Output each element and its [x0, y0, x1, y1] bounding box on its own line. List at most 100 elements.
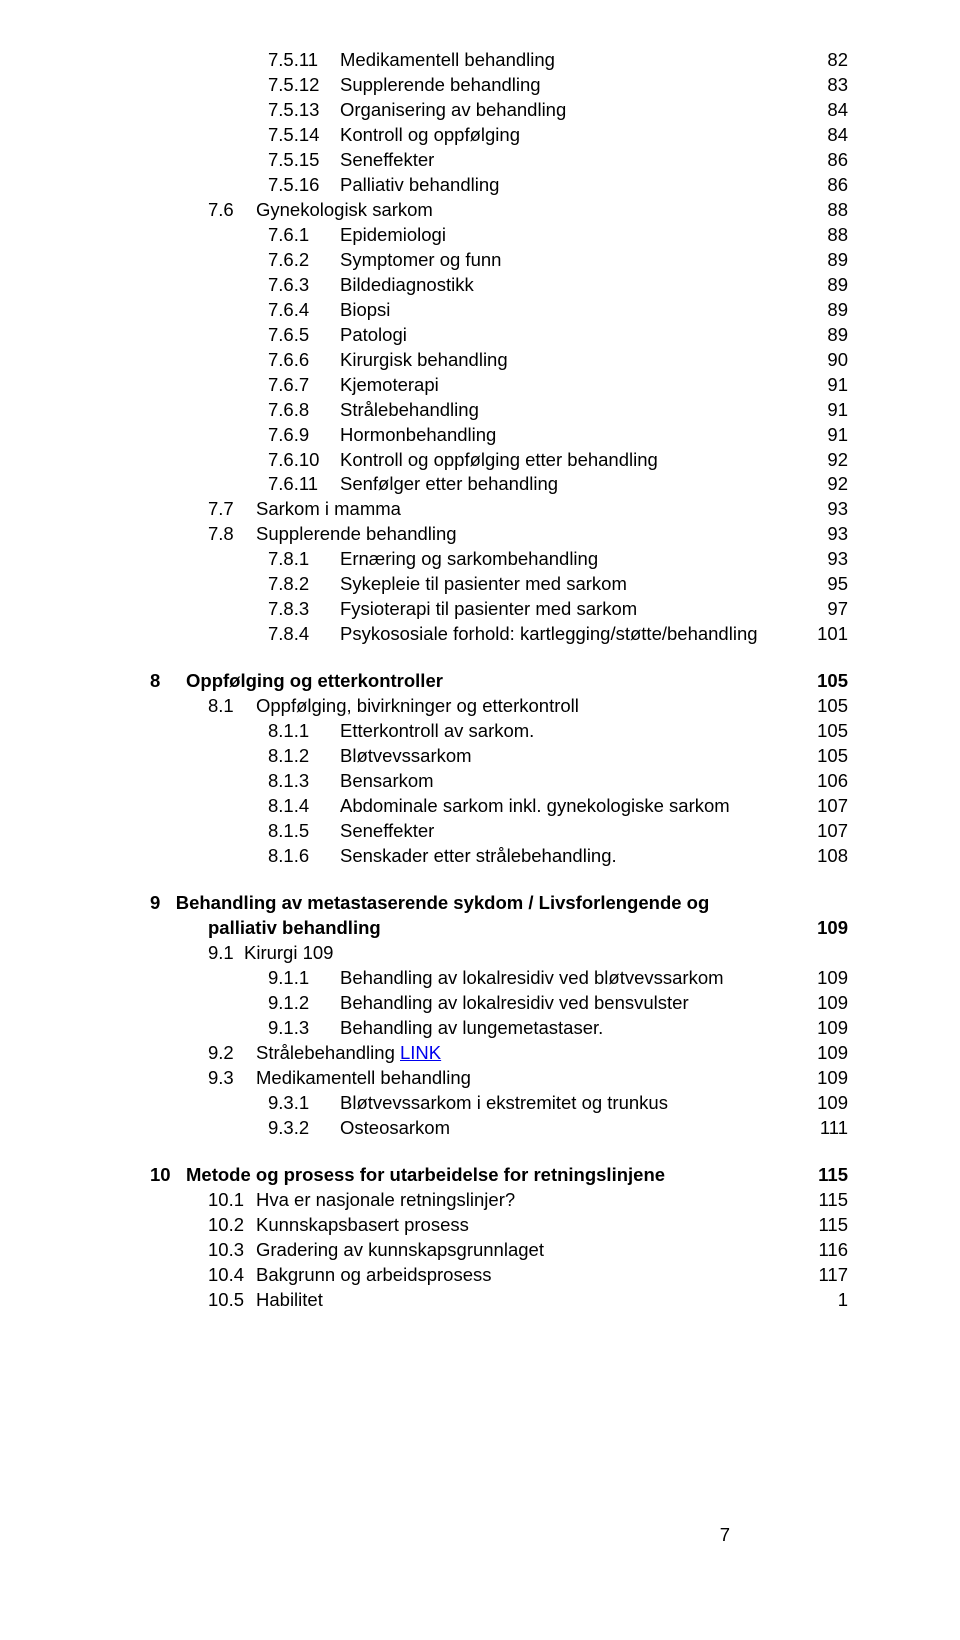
toc-page: 88 [798, 198, 848, 223]
toc-text: Oppfølging og etterkontroller [186, 670, 443, 691]
toc-row: 7.6Gynekologisk sarkom88 [150, 198, 848, 223]
toc-text: Oppfølging, bivirkninger og etterkontrol… [256, 695, 579, 716]
toc-text: Strålebehandling [340, 399, 479, 420]
toc-text: Bensarkom [340, 770, 434, 791]
toc-label: 10.5Habilitet [150, 1288, 798, 1313]
toc-text: Organisering av behandling [340, 99, 566, 120]
toc-row: 8.1.6Senskader etter strålebehandling.10… [150, 844, 848, 869]
toc-label: 7.8.1Ernæring og sarkombehandling [150, 547, 798, 572]
toc-number: 7.6.5 [268, 323, 340, 348]
toc-row: 7.6.7Kjemoterapi91 [150, 373, 848, 398]
toc-text: Supplerende behandling [340, 74, 541, 95]
toc-row: 10.1Hva er nasjonale retningslinjer?115 [150, 1188, 848, 1213]
toc-page: 109 [798, 916, 848, 941]
toc-row: palliativ behandling109 [150, 916, 848, 941]
toc-page: 92 [798, 472, 848, 497]
toc-text: Palliativ behandling [340, 174, 499, 195]
toc-label: 9.1.3Behandling av lungemetastaser. [150, 1016, 798, 1041]
toc-page: 109 [798, 991, 848, 1016]
toc-row: 7.5.15Seneffekter86 [150, 148, 848, 173]
toc-row: 9.1.1Behandling av lokalresidiv ved bløt… [150, 966, 848, 991]
toc-row: 7.5.12Supplerende behandling83 [150, 73, 848, 98]
toc-text: Psykososiale forhold: kartlegging/støtte… [340, 623, 758, 644]
toc-number: 7.6.10 [268, 448, 340, 473]
toc-row: 7.6.9Hormonbehandling91 [150, 423, 848, 448]
page-number: 7 [720, 1523, 730, 1548]
toc-label: 7.6.3Bildediagnostikk [150, 273, 798, 298]
toc-label: 10.4Bakgrunn og arbeidsprosess [150, 1263, 798, 1288]
toc-text: Kirurgisk behandling [340, 349, 508, 370]
link[interactable]: LINK [400, 1042, 441, 1063]
toc-text: Gynekologisk sarkom [256, 199, 433, 220]
toc-page: 115 [798, 1188, 848, 1213]
toc-row: 9.3.2Osteosarkom111 [150, 1116, 848, 1141]
toc-page: 89 [798, 248, 848, 273]
toc-number: 8.1 [208, 694, 256, 719]
toc-number: 8 [150, 669, 186, 694]
toc-number: 7.6.6 [268, 348, 340, 373]
toc-label: palliativ behandling [150, 916, 798, 941]
toc-number: 9.2 [208, 1041, 256, 1066]
toc-text: Seneffekter [340, 820, 434, 841]
toc-label: 9.3.1Bløtvevssarkom i ekstremitet og tru… [150, 1091, 798, 1116]
toc-number: 7.8 [208, 522, 256, 547]
toc-row: 7.7Sarkom i mamma93 [150, 497, 848, 522]
toc-row: 8.1.2Bløtvevssarkom105 [150, 744, 848, 769]
toc-label: 7.8.4Psykososiale forhold: kartlegging/s… [150, 622, 798, 647]
toc-label: 9.1.1Behandling av lokalresidiv ved bløt… [150, 966, 798, 991]
toc-label: 9.2Strålebehandling LINK [150, 1041, 798, 1066]
toc-page: 109 [798, 1041, 848, 1066]
toc-page: 116 [798, 1238, 848, 1263]
toc-label: 7.8.2Sykepleie til pasienter med sarkom [150, 572, 798, 597]
toc-row: 7.6.10Kontroll og oppfølging etter behan… [150, 448, 848, 473]
toc-page: 109 [798, 1091, 848, 1116]
toc-text: Bildediagnostikk [340, 274, 474, 295]
toc-page: 93 [798, 497, 848, 522]
toc-label: 8Oppfølging og etterkontroller [150, 669, 798, 694]
toc-row: 10.3Gradering av kunnskapsgrunnlaget116 [150, 1238, 848, 1263]
toc-number: 7.6.3 [268, 273, 340, 298]
toc-page: 111 [798, 1116, 848, 1141]
toc-page: 115 [798, 1163, 848, 1188]
toc-label: 7.6.9Hormonbehandling [150, 423, 798, 448]
toc-row: 10Metode og prosess for utarbeidelse for… [150, 1163, 848, 1188]
toc-text: Kontroll og oppfølging [340, 124, 520, 145]
toc-label: 7.5.16Palliativ behandling [150, 173, 798, 198]
toc-row: 7.5.13Organisering av behandling84 [150, 98, 848, 123]
toc-page: 97 [798, 597, 848, 622]
toc-label: 9.1.2Behandling av lokalresidiv ved bens… [150, 991, 798, 1016]
toc-text: Kjemoterapi [340, 374, 439, 395]
toc-label: 9.1 Kirurgi 109 [150, 941, 798, 966]
toc-number: 8.1.2 [268, 744, 340, 769]
toc-label: 7.5.13Organisering av behandling [150, 98, 798, 123]
toc-label: 7.5.15Seneffekter [150, 148, 798, 173]
toc-text: Etterkontroll av sarkom. [340, 720, 534, 741]
toc-row: 7.5.11Medikamentell behandling82 [150, 48, 848, 73]
toc-text: Patologi [340, 324, 407, 345]
toc-number: 9.3.2 [268, 1116, 340, 1141]
table-of-contents: 7.5.11Medikamentell behandling827.5.12Su… [150, 48, 848, 1313]
toc-page: 89 [798, 323, 848, 348]
toc-number: 7.5.11 [268, 48, 340, 73]
toc-row: 8.1.4Abdominale sarkom inkl. gynekologis… [150, 794, 848, 819]
toc-page: 89 [798, 298, 848, 323]
toc-row: 7.8.4Psykososiale forhold: kartlegging/s… [150, 622, 848, 647]
toc-text: Hva er nasjonale retningslinjer? [256, 1189, 515, 1210]
toc-text: Strålebehandling [256, 1042, 400, 1063]
toc-page: 91 [798, 373, 848, 398]
toc-number: 7.8.1 [268, 547, 340, 572]
toc-page: 88 [798, 223, 848, 248]
toc-number: 8.1.6 [268, 844, 340, 869]
toc-page: 92 [798, 448, 848, 473]
toc-label: 7.6.8Strålebehandling [150, 398, 798, 423]
toc-row: 8.1.1Etterkontroll av sarkom.105 [150, 719, 848, 744]
toc-row: 9.3.1Bløtvevssarkom i ekstremitet og tru… [150, 1091, 848, 1116]
toc-number: 7.6.8 [268, 398, 340, 423]
toc-text: Hormonbehandling [340, 424, 496, 445]
toc-page: 86 [798, 148, 848, 173]
toc-text: Bløtvevssarkom [340, 745, 472, 766]
toc-text: Supplerende behandling [256, 523, 457, 544]
toc-text: Seneffekter [340, 149, 434, 170]
toc-page: 91 [798, 423, 848, 448]
toc-label: 7.6.5Patologi [150, 323, 798, 348]
